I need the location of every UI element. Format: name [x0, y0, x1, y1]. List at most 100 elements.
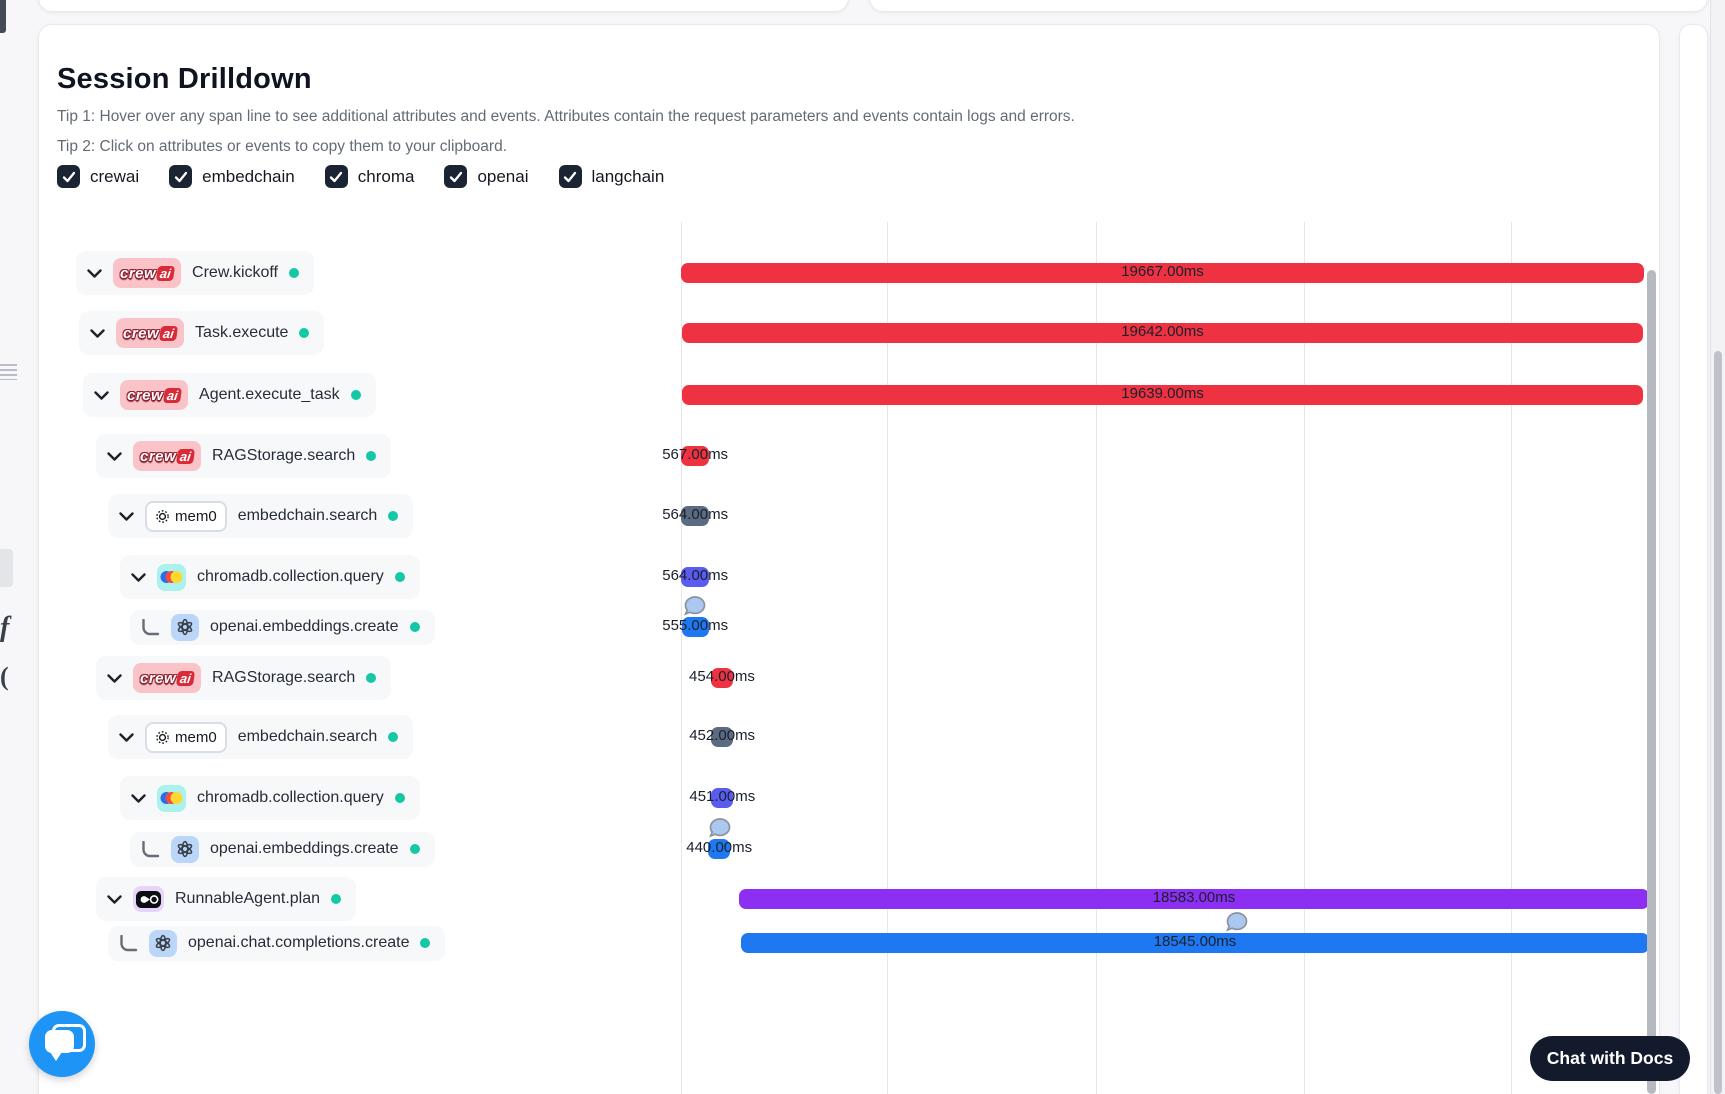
span-row-Crew.kickoff[interactable]: crew ai Crew.kickoff	[76, 251, 314, 295]
chevron-down-icon[interactable]	[119, 511, 134, 521]
span-duration-label: 19667.00ms	[1121, 263, 1204, 280]
span-row-Agent.execute_task[interactable]: crew ai Agent.execute_task	[83, 373, 376, 417]
openai-logo-icon	[171, 613, 199, 641]
page-scrollbar-thumb[interactable]	[1714, 351, 1722, 1094]
span-duration-label: 555.00ms	[662, 617, 729, 634]
chevron-down-icon[interactable]	[107, 451, 122, 461]
span-row-RAGStorage.search[interactable]: crew ai RAGStorage.search	[96, 434, 392, 478]
span-row-Task.execute[interactable]: crew ai Task.execute	[79, 311, 325, 355]
span-label: openai.embeddings.create	[210, 840, 399, 857]
span-row-openai.chat.completions.create[interactable]: openai.chat.completions.create	[108, 925, 446, 961]
status-dot	[409, 622, 420, 632]
span-duration-label: 440.00ms	[686, 839, 753, 856]
checkbox-checked-icon[interactable]	[57, 165, 80, 188]
span-duration-label: 451.00ms	[689, 788, 756, 805]
status-dot	[366, 451, 377, 461]
status-dot	[409, 844, 420, 854]
timeline-gridline	[1511, 222, 1512, 1094]
drilldown-scrollbar-thumb[interactable]	[1647, 270, 1656, 1094]
chevron-down-icon[interactable]	[131, 572, 146, 582]
page-title: Session Drilldown	[57, 63, 312, 96]
mem0-logo-icon: mem0	[145, 500, 227, 532]
timeline-gridline	[1096, 222, 1097, 1094]
span-duration-bar[interactable]	[681, 567, 709, 587]
filter-label: crewai	[90, 166, 140, 186]
span-row-openai.embeddings.create[interactable]: openai.embeddings.create	[130, 831, 435, 867]
span-duration-bar[interactable]	[681, 617, 709, 637]
page-edge-fragment	[0, 364, 17, 380]
span-label: RunnableAgent.plan	[175, 890, 321, 907]
tip-1-text: Tip 1: Hover over any span line to see a…	[57, 107, 1075, 125]
span-duration-bar[interactable]	[740, 933, 1650, 953]
span-label: openai.chat.completions.create	[188, 934, 410, 951]
span-row-openai.embeddings.create[interactable]: openai.embeddings.create	[130, 609, 435, 645]
page-edge-fragment	[0, 549, 13, 587]
span-duration-bar[interactable]	[711, 788, 734, 808]
filter-checkbox-chroma[interactable]: chroma	[324, 165, 415, 188]
checkbox-checked-icon[interactable]	[324, 165, 348, 188]
chat-widget-button[interactable]	[29, 1011, 95, 1077]
filter-checkbox-langchain[interactable]: langchain	[558, 165, 664, 188]
span-row-RAGStorage.search[interactable]: crew ai RAGStorage.search	[96, 656, 392, 700]
span-duration-bar[interactable]	[711, 727, 734, 747]
span-row-chromadb.collection.query[interactable]: chromadb.collection.query	[120, 776, 420, 820]
mem0-logo-icon: mem0	[145, 721, 227, 753]
chat-with-docs-button[interactable]: Chat with Docs	[1530, 1036, 1690, 1081]
span-duration-label: 564.00ms	[662, 567, 729, 584]
span-label: RAGStorage.search	[212, 669, 356, 686]
checkbox-checked-icon[interactable]	[558, 165, 582, 188]
span-duration-bar[interactable]	[681, 446, 709, 466]
chroma-logo-icon	[157, 784, 186, 812]
chevron-down-icon[interactable]	[87, 268, 102, 278]
chevron-down-icon[interactable]	[107, 894, 122, 904]
crewai-logo-icon: crew ai	[116, 318, 185, 348]
filter-checkbox-crewai[interactable]: crewai	[57, 165, 139, 188]
span-duration-bar[interactable]	[710, 668, 734, 688]
checkbox-checked-icon[interactable]	[444, 165, 468, 188]
page-edge-fragment: f	[0, 612, 10, 643]
page-edge-fragment: (	[0, 662, 9, 691]
chevron-down-icon[interactable]	[90, 328, 105, 338]
status-dot	[388, 732, 399, 742]
crewai-logo-icon: crew ai	[133, 663, 202, 693]
checkbox-checked-icon[interactable]	[169, 165, 193, 188]
status-dot	[366, 673, 377, 683]
filter-label: chroma	[357, 166, 415, 186]
chevron-down-icon[interactable]	[107, 673, 122, 683]
span-duration-bar[interactable]	[681, 506, 709, 526]
status-dot	[331, 894, 342, 904]
span-row-embedchain.search[interactable]: mem0 embedchain.search	[108, 715, 414, 759]
span-duration-bar[interactable]	[681, 385, 1644, 405]
span-row-embedchain.search[interactable]: mem0 embedchain.search	[108, 494, 414, 538]
span-event-bubble-icon[interactable]	[1225, 912, 1248, 937]
span-duration-bar[interactable]	[681, 263, 1644, 283]
openai-logo-icon	[149, 929, 177, 957]
span-duration-label: 18583.00ms	[1152, 889, 1236, 906]
span-label: openai.embeddings.create	[210, 618, 399, 635]
child-elbow-icon	[120, 934, 138, 951]
chroma-logo-icon	[157, 563, 186, 591]
span-label: chromadb.collection.query	[197, 568, 384, 585]
span-duration-bar[interactable]	[681, 323, 1644, 343]
span-duration-label: 18545.00ms	[1153, 933, 1237, 950]
span-row-chromadb.collection.query[interactable]: chromadb.collection.query	[120, 555, 420, 599]
page-scrollbar[interactable]	[1710, 0, 1725, 1094]
provider-filters: crewai embedchain chroma openai langchai…	[57, 165, 664, 188]
status-dot	[350, 390, 361, 400]
span-duration-label: 567.00ms	[662, 446, 729, 463]
top-card-left	[38, 0, 849, 12]
filter-checkbox-openai[interactable]: openai	[444, 165, 529, 188]
span-label: embedchain.search	[237, 507, 378, 524]
span-event-bubble-icon[interactable]	[684, 596, 706, 621]
crewai-logo-icon: crew ai	[133, 441, 202, 471]
chevron-down-icon[interactable]	[94, 390, 109, 400]
span-duration-bar[interactable]	[708, 839, 730, 859]
filter-checkbox-embedchain[interactable]: embedchain	[169, 165, 295, 188]
status-dot	[388, 511, 399, 521]
span-event-bubble-icon[interactable]	[709, 818, 731, 843]
chevron-down-icon[interactable]	[119, 732, 134, 742]
chevron-down-icon[interactable]	[131, 793, 146, 803]
span-duration-bar[interactable]	[739, 889, 1649, 909]
span-row-RunnableAgent.plan[interactable]: RunnableAgent.plan	[96, 877, 357, 921]
